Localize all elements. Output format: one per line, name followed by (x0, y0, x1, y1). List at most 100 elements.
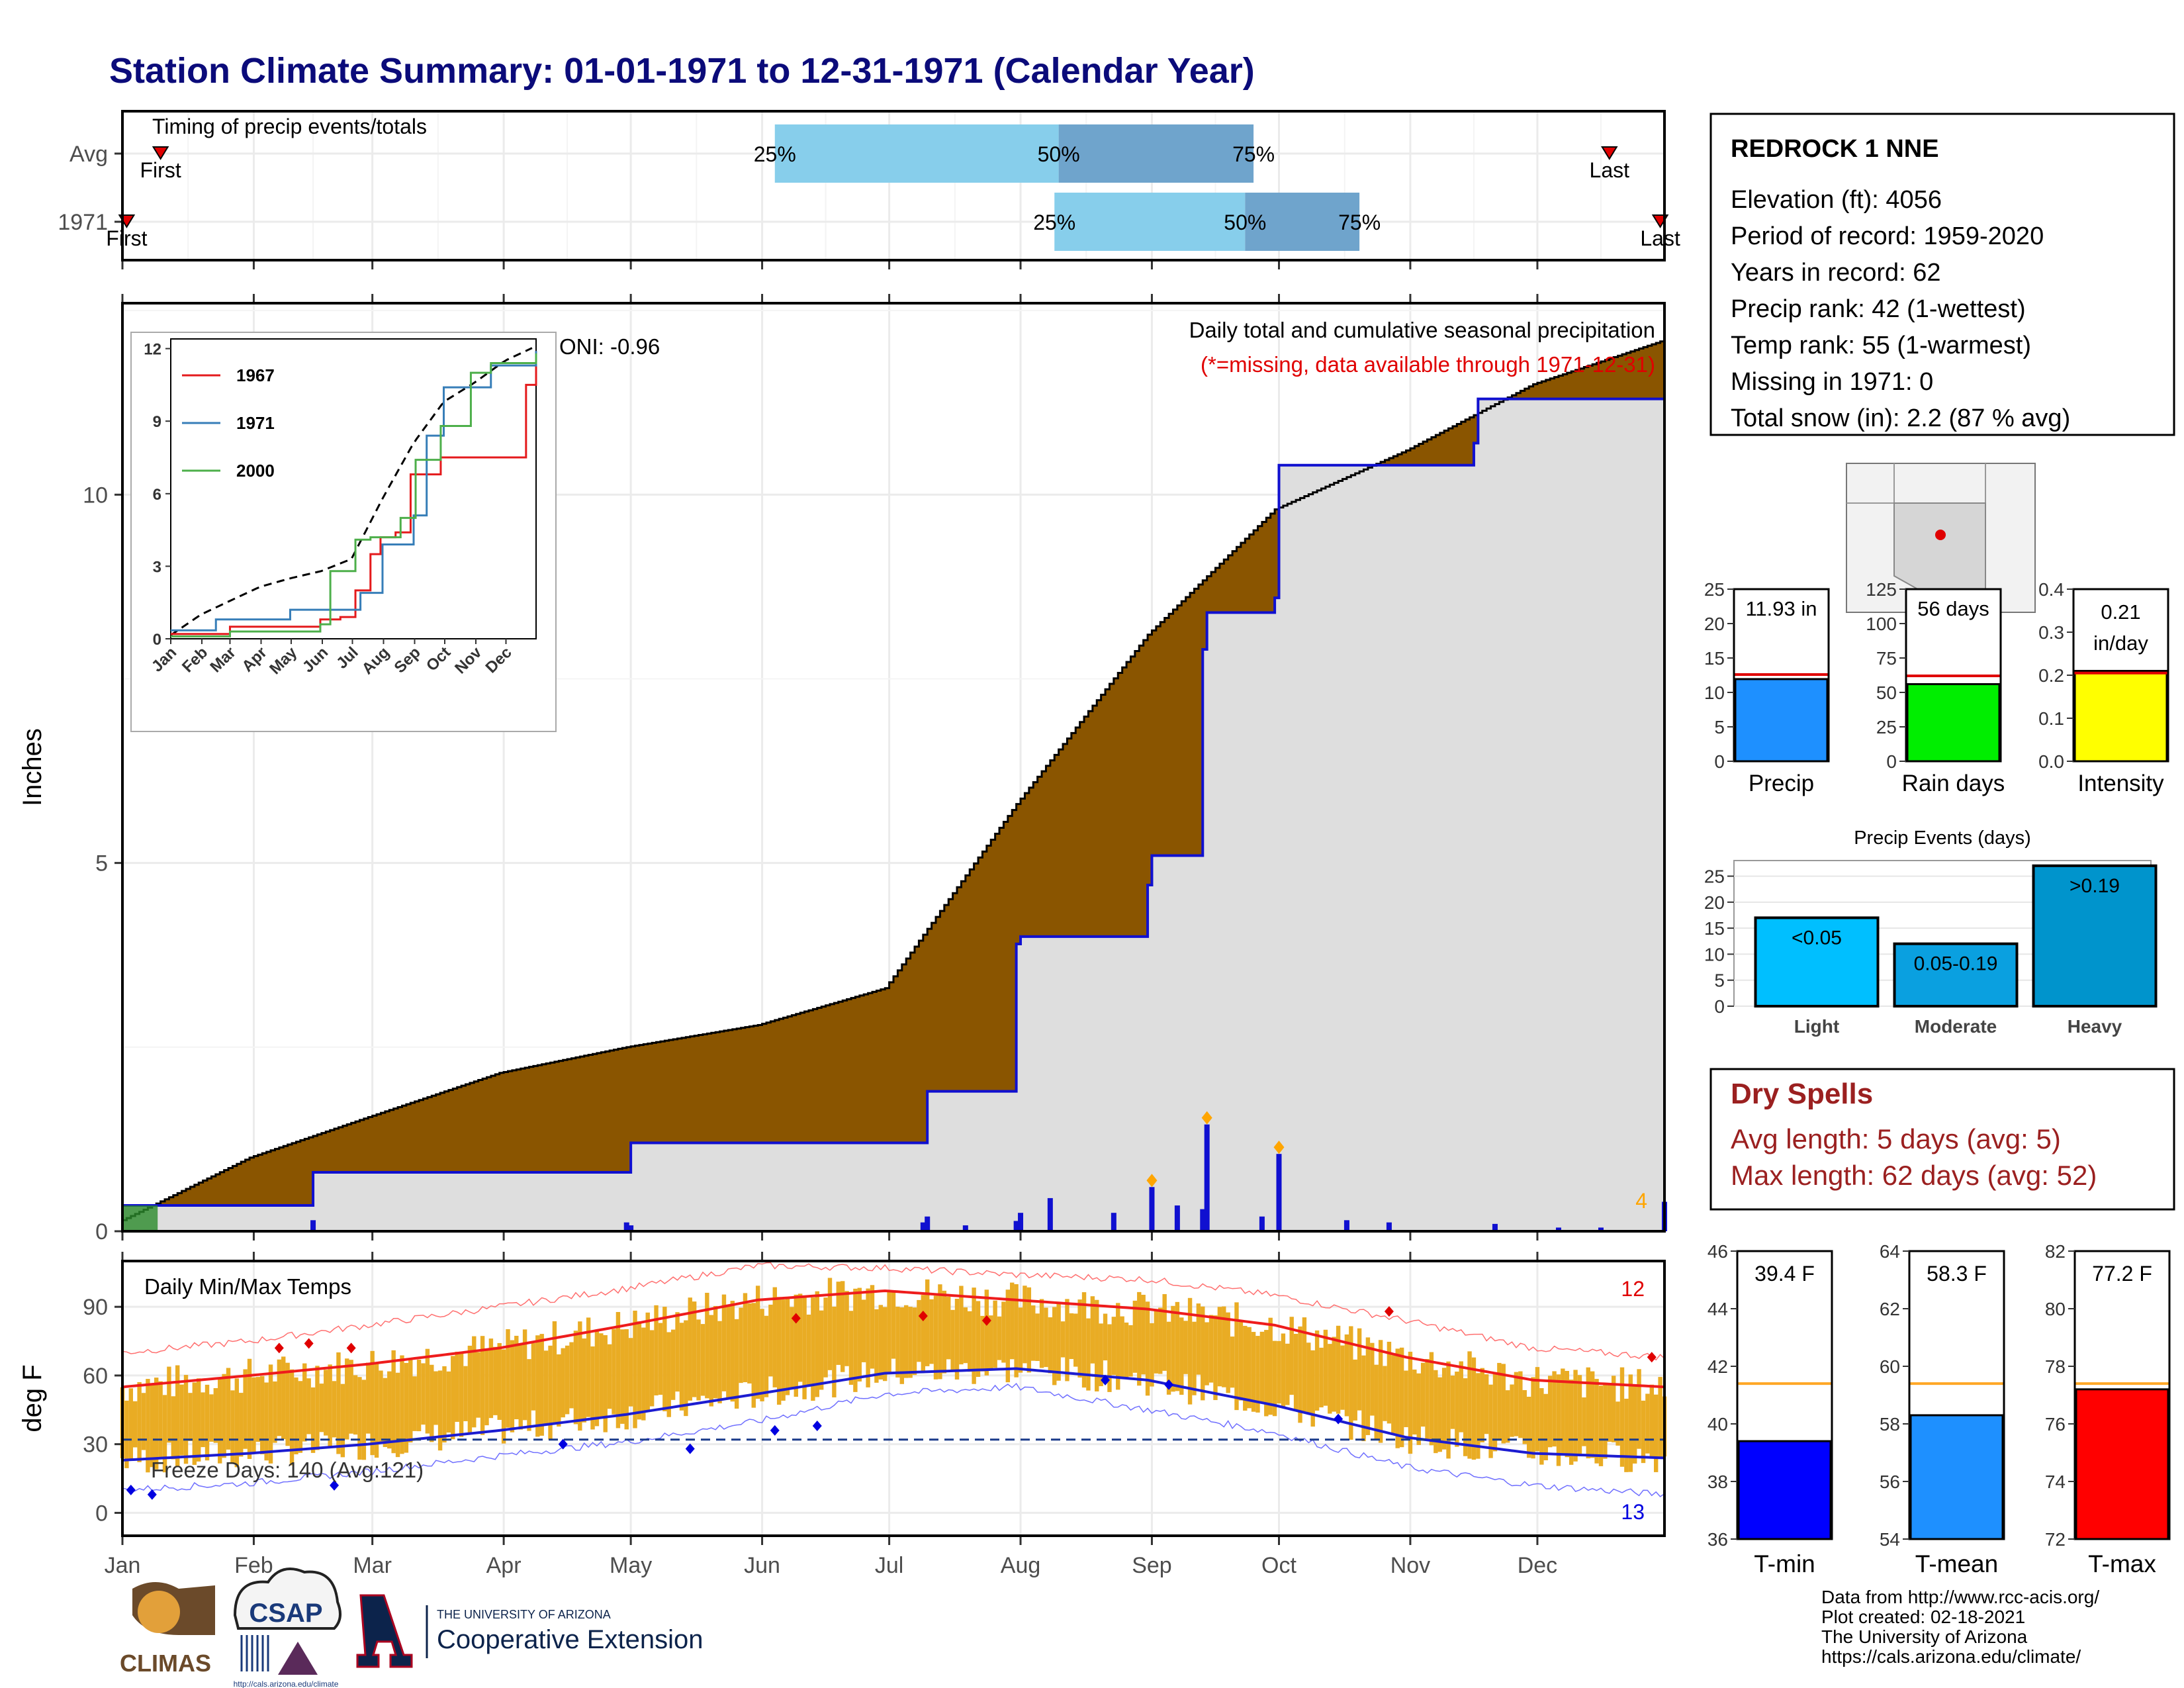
daily-temp-bar (1480, 1368, 1484, 1442)
avg-min-line (122, 1367, 1665, 1462)
daily-temp-bar (209, 1394, 214, 1442)
daily-temp-bar (336, 1352, 341, 1454)
daily-temp-bar (332, 1381, 337, 1438)
daily-temp-bar (183, 1375, 189, 1464)
events-bar (1893, 942, 2019, 1008)
daily-temp-bar (1201, 1306, 1205, 1401)
daily-temp-bar (552, 1321, 557, 1423)
daily-temp-bar (768, 1304, 773, 1377)
daily-temp-bar (416, 1359, 422, 1432)
stat-y-tick-label: 5 (1714, 717, 1725, 737)
daily-temp-bar (1010, 1282, 1015, 1360)
precip-frame (121, 302, 1666, 1233)
timing-bar-25-50 (1054, 193, 1246, 251)
daily-temp-bar (853, 1288, 858, 1392)
daily-temp-bar (527, 1359, 531, 1431)
tstat-label: T-max (2088, 1550, 2156, 1577)
daily-temp-bar (743, 1293, 748, 1383)
record-high-marker (1384, 1306, 1394, 1317)
daily-temp-bar (802, 1297, 807, 1399)
daily-temp-bar (1213, 1315, 1218, 1401)
daily-temp-bar (230, 1390, 235, 1464)
cold-count: 13 (1621, 1500, 1645, 1524)
record-low-marker (558, 1438, 568, 1450)
precip-y-tick-label: 10 (83, 483, 108, 508)
daily-temp-bar (1378, 1340, 1383, 1443)
daily-temp-bar (197, 1378, 201, 1462)
daily-temp-bar (1183, 1321, 1188, 1374)
daily-temp-bar (1205, 1322, 1209, 1385)
daily-temp-bar (226, 1368, 231, 1450)
daily-temp-bar (1501, 1364, 1506, 1444)
timing-marker (1601, 146, 1618, 160)
dry-spells-avg: Avg length: 5 days (avg: 5) (1731, 1123, 2061, 1154)
daily-temp-bar (1561, 1368, 1565, 1454)
daily-temp-bar (1073, 1313, 1078, 1367)
inset-y-tick-label: 9 (153, 413, 161, 431)
daily-temp-bar (539, 1334, 544, 1436)
daily-temp-bar (1649, 1384, 1654, 1458)
month-tick-label: Jan (105, 1553, 141, 1578)
daily-temp-bar (730, 1301, 735, 1402)
tstat-y-tick-label: 36 (1707, 1529, 1728, 1550)
daily-temp-bar (670, 1329, 676, 1400)
daily-temp-bar (328, 1364, 332, 1448)
oni-label: ONI: -0.96 (559, 334, 660, 359)
daily-temp-bar (976, 1301, 981, 1378)
station-box-frame (1709, 113, 2175, 436)
daily-temp-bar (590, 1346, 595, 1430)
location-map (1846, 463, 2036, 613)
daily-temp-bar (1141, 1294, 1146, 1375)
stat-y-tick-label: 25 (1704, 579, 1725, 600)
daily-temp-bar (882, 1307, 887, 1382)
daily-temp-bar (823, 1297, 828, 1378)
tstat-y-tick-label: 38 (1707, 1472, 1728, 1492)
record-low-marker (330, 1479, 340, 1491)
daily-temp-bar (633, 1310, 637, 1429)
precip-corner-count: 4 (1635, 1189, 1647, 1213)
tstat-value-bar (1909, 1414, 2004, 1540)
daily-temp-bar (628, 1338, 633, 1407)
daily-temp-bar (162, 1395, 167, 1473)
daily-temp-bar (1056, 1302, 1061, 1381)
daily-temp-bar (1412, 1369, 1417, 1435)
daily-temp-bar (1132, 1300, 1138, 1373)
daily-temp-bar (929, 1299, 934, 1364)
daily-temp-bar (285, 1362, 290, 1446)
daily-temp-bar (1370, 1342, 1375, 1416)
daily-temp-bar (870, 1285, 875, 1369)
daily-temp-bar (946, 1296, 951, 1360)
daily-temp-bar (848, 1311, 854, 1385)
station-location-dot (1935, 530, 1946, 540)
timing-marker-label: Last (1590, 158, 1630, 182)
daily-temp-bar (751, 1303, 756, 1408)
daily-temp-bar (726, 1304, 731, 1398)
daily-precip-bar (1598, 1227, 1604, 1231)
daily-temp-bar (1459, 1361, 1463, 1432)
daily-temp-bar (1349, 1326, 1353, 1440)
daily-temp-bar (1353, 1359, 1357, 1421)
daily-temp-bar (1137, 1291, 1142, 1386)
timing-pct-label: 75% (1338, 211, 1381, 234)
daily-temp-bar (1154, 1309, 1159, 1374)
daily-temp-bar (696, 1319, 701, 1401)
daily-temp-bar (531, 1343, 536, 1411)
daily-temp-bar (1590, 1371, 1595, 1458)
daily-temp-bar (366, 1362, 371, 1434)
daily-temp-bar (150, 1384, 155, 1468)
daily-precip-bar (1047, 1197, 1053, 1231)
events-y-tick-label: 5 (1714, 970, 1725, 991)
daily-temp-bar (459, 1351, 464, 1437)
daily-temp-bar (933, 1295, 938, 1380)
stat-value-text: 56 days (1917, 597, 1989, 620)
daily-temp-bar (1420, 1362, 1426, 1427)
daily-temp-bar (561, 1348, 565, 1418)
daily-temp-bar (324, 1370, 328, 1436)
record-high-marker (1647, 1352, 1657, 1363)
footer-line: The University of Arizona (1821, 1626, 2028, 1647)
stat-label: Rain days (1902, 771, 2005, 796)
daily-temp-bar (866, 1288, 870, 1387)
station-info-line: Elevation (ft): 4056 (1731, 186, 1942, 214)
record-low-marker (812, 1421, 822, 1431)
daily-temp-bar (510, 1340, 515, 1432)
